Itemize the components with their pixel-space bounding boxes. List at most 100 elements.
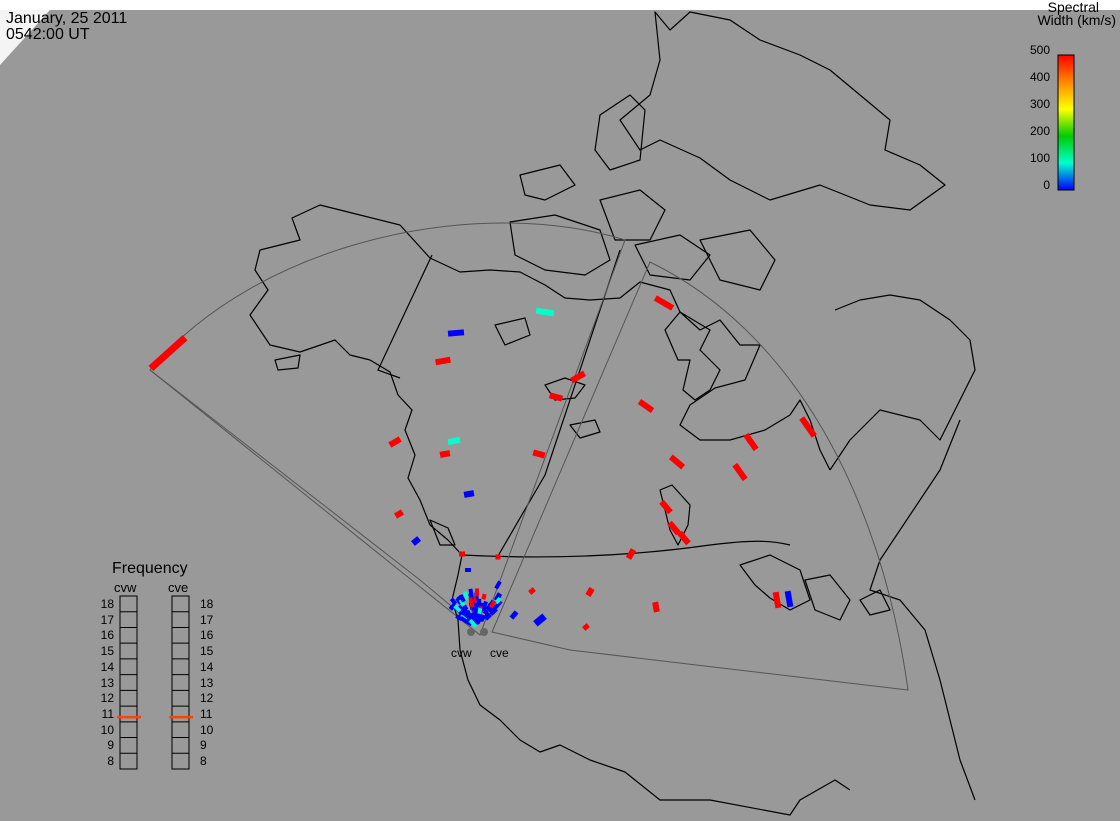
cvw-fov-far-side bbox=[149, 369, 457, 611]
echo-cell bbox=[668, 454, 686, 470]
echo-cell bbox=[732, 462, 748, 482]
backscatter-echoes bbox=[148, 295, 817, 631]
greenland-coast bbox=[619, 11, 946, 211]
cvw-fov bbox=[149, 222, 626, 636]
echo-cell bbox=[394, 509, 404, 519]
echo-cell bbox=[582, 623, 590, 631]
echo-cell bbox=[448, 604, 455, 611]
echo-cell bbox=[447, 329, 465, 337]
radar-label-cvw: cvw bbox=[451, 646, 472, 660]
echo-cell bbox=[484, 613, 492, 621]
arctic-island-4 bbox=[634, 234, 711, 281]
colorbar-title-line1: Spectral bbox=[1047, 0, 1099, 15]
echo-cell bbox=[677, 530, 691, 546]
colorbar-gradient bbox=[1057, 54, 1075, 191]
echo-cell bbox=[463, 490, 475, 498]
echo-cell bbox=[585, 587, 595, 597]
colorbar-tick: 500 bbox=[1029, 43, 1050, 57]
arctic-island-3 bbox=[509, 214, 611, 276]
echo-cell bbox=[468, 618, 478, 629]
frequency-tick: 9 bbox=[200, 738, 207, 753]
echo-cell bbox=[494, 596, 502, 605]
echo-cell bbox=[483, 611, 491, 619]
frequency-tick: 9 bbox=[107, 738, 114, 753]
echo-cell bbox=[463, 591, 470, 601]
cve-radar-site bbox=[480, 628, 488, 636]
echo-cell bbox=[464, 613, 471, 620]
echo-cell bbox=[435, 356, 451, 366]
frequency-bars bbox=[119, 595, 190, 770]
echo-cell bbox=[493, 592, 503, 602]
cvw-frequency-bar bbox=[119, 595, 138, 770]
echo-cell bbox=[465, 568, 471, 572]
echo-cell bbox=[148, 335, 188, 371]
frequency-tick: 17 bbox=[100, 612, 114, 627]
frequency-tick: 18 bbox=[100, 596, 114, 611]
frequency-tick: 11 bbox=[200, 706, 213, 721]
frequency-radar-left: cvw bbox=[114, 580, 137, 595]
frequency-tick: 16 bbox=[100, 628, 114, 643]
echo-cell bbox=[535, 307, 555, 317]
cve-frequency-bar bbox=[171, 595, 190, 770]
frequency-tick: 18 bbox=[200, 596, 214, 611]
us-canada-border bbox=[461, 540, 791, 558]
echo-cell bbox=[468, 597, 475, 608]
echo-cell bbox=[509, 610, 519, 620]
frequency-tick: 8 bbox=[107, 754, 114, 769]
frequency-tick: 13 bbox=[200, 675, 214, 690]
frequency-tick: 13 bbox=[100, 675, 114, 690]
echo-cell bbox=[459, 551, 465, 557]
echo-cell bbox=[411, 536, 421, 546]
colorbar-tick: 300 bbox=[1029, 97, 1050, 111]
echo-cell bbox=[528, 587, 536, 595]
echo-cell bbox=[474, 588, 479, 597]
echo-cell bbox=[652, 601, 660, 613]
time-label: 0542:00 UT bbox=[6, 26, 90, 43]
echo-cell bbox=[637, 398, 655, 414]
echo-cell bbox=[488, 599, 497, 609]
arctic-island-6 bbox=[699, 229, 776, 291]
echo-cell bbox=[625, 548, 637, 560]
echo-cell bbox=[447, 437, 461, 445]
frequency-tick: 10 bbox=[100, 722, 114, 737]
echo-cell bbox=[570, 370, 586, 384]
great-lakes bbox=[739, 554, 891, 621]
colorbar-title-line2: Width (km/s) bbox=[1037, 12, 1116, 28]
cve-fov bbox=[491, 261, 909, 691]
frequency-tick: 15 bbox=[200, 644, 214, 659]
echo-cell bbox=[743, 432, 759, 452]
echo-cell bbox=[533, 613, 547, 627]
alaska-canada-border bbox=[377, 254, 433, 379]
echo-cell bbox=[457, 604, 464, 612]
echo-cell bbox=[449, 597, 458, 606]
arctic-island-1 bbox=[594, 94, 646, 171]
frequency-gridlines bbox=[120, 611, 189, 754]
frequency-tick: 16 bbox=[200, 628, 214, 643]
frequency-title: Frequency bbox=[112, 560, 188, 577]
arctic-island-7 bbox=[494, 317, 531, 346]
echo-cell bbox=[494, 580, 502, 590]
western-coast bbox=[249, 204, 851, 816]
echo-cell bbox=[784, 590, 794, 608]
echo-cell bbox=[462, 618, 469, 624]
alaska-islands bbox=[274, 354, 301, 371]
hudson-bay bbox=[664, 311, 721, 401]
colorbar-tick: 200 bbox=[1029, 124, 1050, 138]
echo-cell bbox=[532, 449, 546, 459]
frequency-tick: 14 bbox=[100, 659, 114, 674]
arctic-island-2 bbox=[599, 189, 666, 241]
colorbar-tick: 0 bbox=[1043, 178, 1050, 192]
echo-cell bbox=[481, 593, 487, 600]
atlantic-coast bbox=[829, 294, 976, 801]
echo-cell bbox=[477, 607, 483, 615]
echo-cell bbox=[799, 416, 817, 438]
echo-cell bbox=[475, 613, 481, 622]
frequency-tick: 15 bbox=[100, 644, 114, 659]
vancouver-island bbox=[429, 519, 456, 546]
echo-cell bbox=[490, 607, 498, 615]
frequency-tick: 8 bbox=[200, 754, 207, 769]
echo-cell bbox=[653, 295, 675, 311]
frequency-tick: 14 bbox=[200, 659, 214, 674]
colorbar-tick: 100 bbox=[1029, 151, 1050, 165]
